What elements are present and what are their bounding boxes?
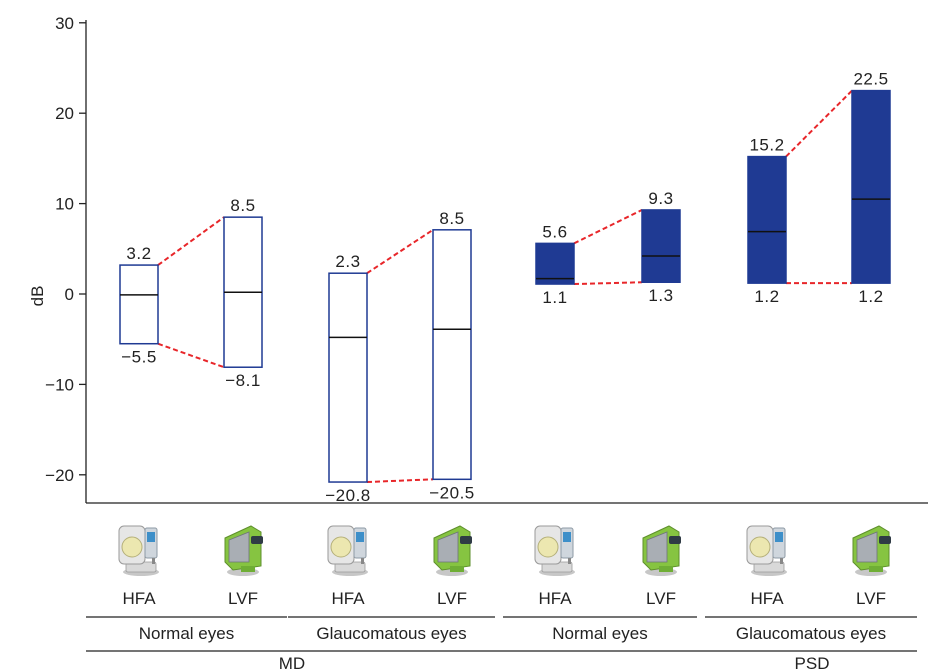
max-value-label: 22.5: [853, 70, 888, 89]
y-tick-label: −10: [45, 375, 74, 394]
range-bar: [851, 89, 891, 284]
group-label: Glaucomatous eyes: [736, 624, 886, 643]
perimeter-lvf-icon: [642, 525, 681, 576]
device-label: HFA: [331, 589, 365, 608]
max-value-label: 9.3: [648, 189, 673, 208]
y-tick-label: 30: [55, 14, 74, 33]
min-connector-line: [573, 281, 643, 286]
perimeter-hfa-icon: [746, 525, 787, 576]
range-bar: [747, 155, 787, 284]
perimeter-hfa-icon: [118, 525, 159, 576]
perimeter-hfa-icon: [534, 525, 575, 576]
device-label: HFA: [122, 589, 156, 608]
y-axis-label: dB: [28, 286, 47, 307]
max-connector-line: [785, 89, 853, 158]
min-value-label: −5.5: [121, 348, 157, 367]
min-value-label: 1.1: [542, 288, 567, 307]
perimeter-lvf-icon: [852, 525, 891, 576]
min-value-label: 1.2: [858, 287, 883, 306]
range-bar: [328, 272, 368, 483]
min-value-label: 1.2: [754, 287, 779, 306]
range-bar: [641, 209, 681, 283]
perimeter-lvf-icon: [224, 525, 263, 576]
max-value-label: 15.2: [749, 136, 784, 155]
device-label: LVF: [646, 589, 676, 608]
y-tick-label: 20: [55, 104, 74, 123]
max-value-label: 3.2: [126, 244, 151, 263]
range-bar: [119, 264, 159, 345]
group-label: Normal eyes: [139, 624, 234, 643]
y-tick-label: 10: [55, 195, 74, 214]
group-label: Normal eyes: [552, 624, 647, 643]
min-value-label: 1.3: [648, 286, 673, 305]
y-tick-label: −20: [45, 466, 74, 485]
perimeter-lvf-icon: [433, 525, 472, 576]
range-bar: [432, 229, 472, 481]
device-label: LVF: [228, 589, 258, 608]
device-label: LVF: [437, 589, 467, 608]
max-value-label: 8.5: [230, 196, 255, 215]
max-value-label: 2.3: [335, 252, 360, 271]
min-value-label: −8.1: [225, 371, 261, 390]
max-value-label: 8.5: [439, 209, 464, 228]
max-connector-line: [573, 209, 643, 245]
range-bar: [535, 242, 575, 285]
max-connector-line: [157, 216, 225, 266]
min-connector-line: [157, 342, 225, 369]
metric-label: MD: [279, 654, 305, 672]
group-label: Glaucomatous eyes: [316, 624, 466, 643]
min-value-label: −20.5: [429, 483, 475, 502]
min-value-label: −20.8: [325, 486, 371, 505]
max-value-label: 5.6: [542, 222, 567, 241]
perimeter-hfa-icon: [327, 525, 368, 576]
device-label: HFA: [538, 589, 572, 608]
min-connector-line: [366, 478, 434, 484]
device-label: LVF: [856, 589, 886, 608]
metric-label: PSD: [795, 654, 830, 672]
max-connector-line: [366, 228, 434, 275]
y-tick-label: 0: [65, 285, 74, 304]
device-label: HFA: [750, 589, 784, 608]
